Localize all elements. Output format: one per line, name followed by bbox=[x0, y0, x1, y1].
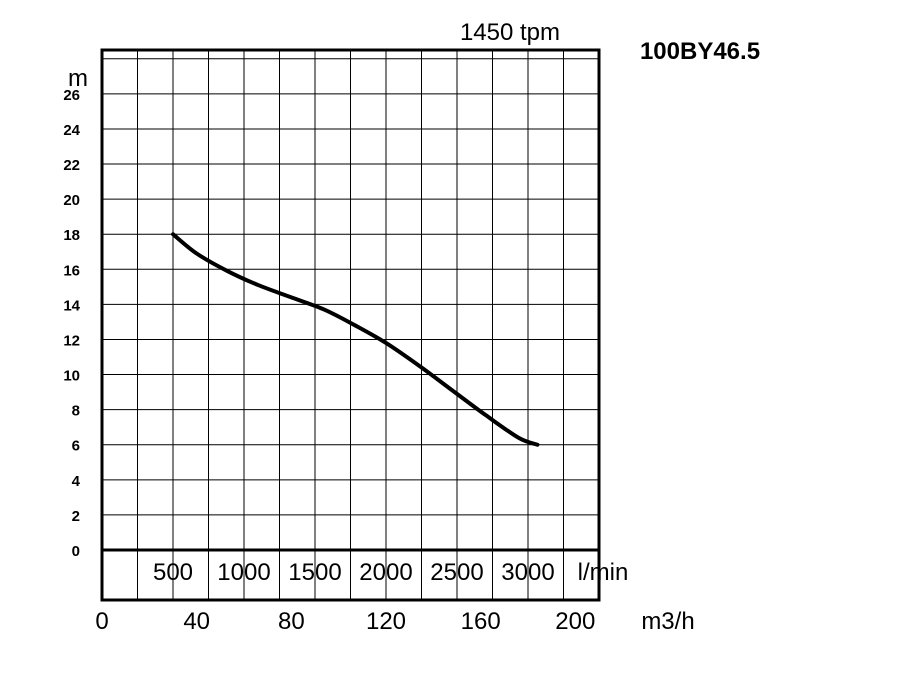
y-tick-label: 10 bbox=[63, 368, 80, 385]
plot-frame bbox=[100, 48, 601, 602]
x-tick-labels-m3h: 0 40 80 120 160 200 bbox=[95, 608, 595, 635]
x-tick-label-lmin: 2000 bbox=[359, 559, 412, 586]
x-tick-label-m3h: 80 bbox=[278, 608, 305, 635]
x-tick-label-m3h: 160 bbox=[461, 608, 501, 635]
y-tick-label: 4 bbox=[72, 473, 81, 490]
x-unit-secondary: l/min bbox=[578, 559, 629, 586]
y-tick-label: 16 bbox=[63, 262, 80, 279]
x-tick-label-m3h: 0 bbox=[95, 608, 108, 635]
x-tick-label-lmin: 1500 bbox=[288, 559, 341, 586]
x-tick-label-m3h: 120 bbox=[366, 608, 406, 635]
speed-label: 1450 tpm bbox=[460, 19, 560, 46]
y-tick-label: 18 bbox=[63, 227, 80, 244]
x-tick-label-lmin: 3000 bbox=[501, 559, 554, 586]
y-tick-label: 12 bbox=[63, 332, 80, 349]
y-tick-label: 24 bbox=[63, 122, 80, 139]
y-tick-label: 2 bbox=[72, 508, 80, 525]
y-tick-label: 8 bbox=[72, 403, 80, 420]
y-unit-label: m bbox=[68, 65, 88, 92]
y-tick-label: 0 bbox=[72, 543, 80, 560]
y-tick-label: 14 bbox=[63, 297, 80, 314]
y-tick-label: 20 bbox=[63, 192, 80, 209]
y-tick-label: 6 bbox=[72, 438, 80, 455]
x-tick-labels-lmin: 500 1000 1500 2000 2500 3000 bbox=[153, 559, 555, 586]
y-tick-label: 26 bbox=[63, 87, 80, 104]
grid bbox=[102, 49, 599, 600]
x-tick-label-lmin: 2500 bbox=[430, 559, 483, 586]
y-tick-label: 22 bbox=[63, 157, 80, 174]
x-tick-label-lmin: 1000 bbox=[217, 559, 270, 586]
x-tick-label-m3h: 40 bbox=[183, 608, 210, 635]
x-tick-label-lmin: 500 bbox=[153, 559, 193, 586]
head-curve-line bbox=[171, 232, 540, 447]
model-label: 100BY46.5 bbox=[640, 38, 760, 65]
x-unit-primary: m3/h bbox=[641, 608, 694, 635]
x-tick-label-m3h: 200 bbox=[555, 608, 595, 635]
